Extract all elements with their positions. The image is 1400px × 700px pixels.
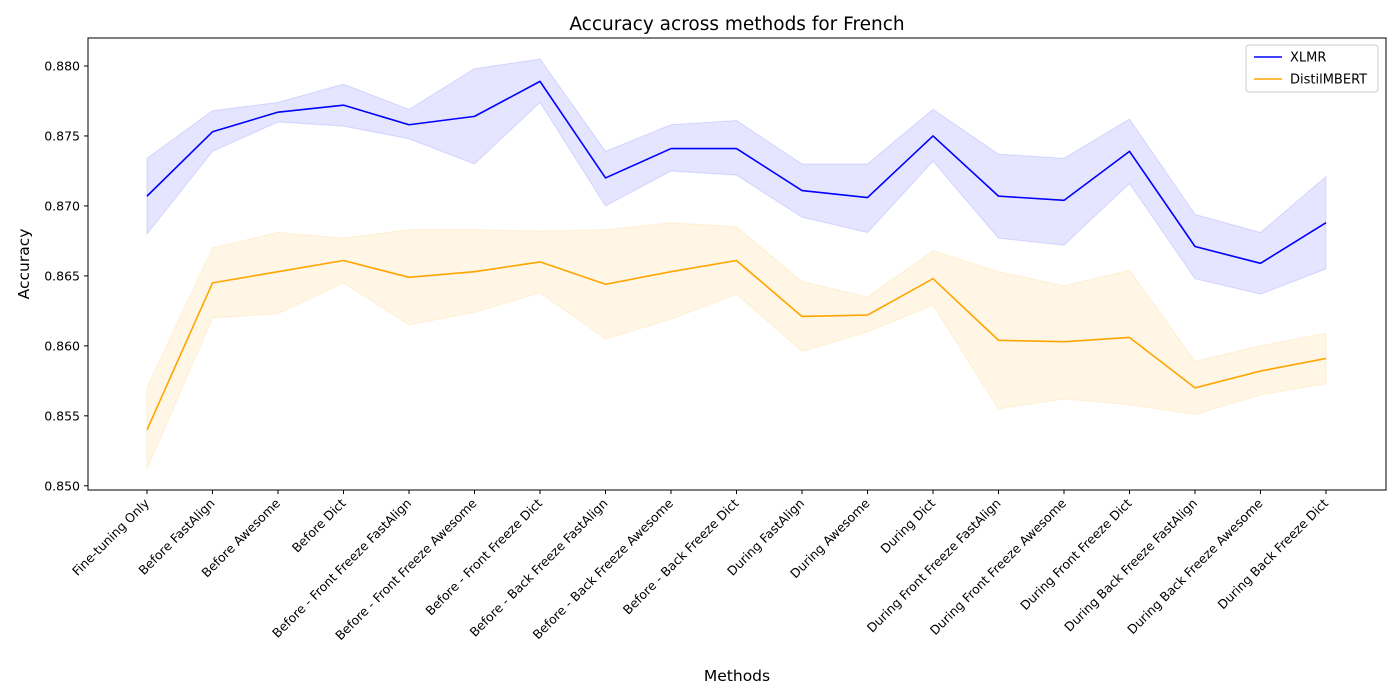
y-tick-label: 0.855: [44, 408, 80, 423]
y-tick-label: 0.865: [44, 268, 80, 283]
band-xlmr: [146, 58, 1327, 295]
series-lines: [146, 80, 1327, 431]
y-axis: 0.850 0.855 0.860 0.865 0.870 0.875 0.880: [44, 58, 88, 493]
confidence-bands: [146, 58, 1327, 470]
legend: XLMR DistilMBERT: [1245, 44, 1379, 93]
y-tick-label: 0.860: [44, 338, 80, 353]
y-tick-label: 0.850: [44, 478, 80, 493]
y-tick-label: 0.870: [44, 198, 80, 213]
y-axis-title: Accuracy: [15, 229, 33, 300]
legend-label-xlmr: XLMR: [1290, 51, 1326, 66]
legend-label-distilmbert: DistilMBERT: [1290, 73, 1367, 88]
y-tick-label: 0.875: [44, 128, 80, 143]
band-distilmbert: [146, 222, 1327, 470]
x-axis-title: Methods: [704, 667, 770, 685]
chart-title: Accuracy across methods for French: [569, 14, 904, 35]
y-tick-label: 0.880: [44, 58, 80, 73]
